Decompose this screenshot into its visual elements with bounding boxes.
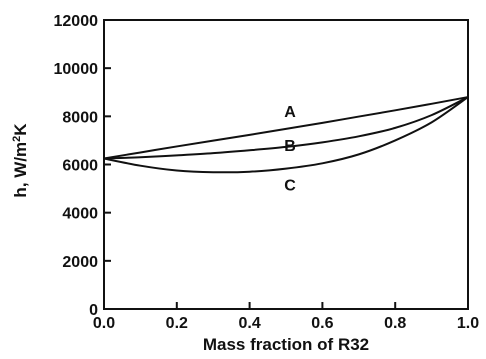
plot-frame xyxy=(103,19,469,310)
series-lines xyxy=(103,96,469,174)
y-axis-title-main: h, W/m xyxy=(11,142,30,198)
x-axis-title: Mass fraction of R32 xyxy=(203,335,369,354)
y-tick-label: 12000 xyxy=(54,13,99,30)
y-tick-label: 0 xyxy=(89,302,98,319)
x-tick-label: 1.0 xyxy=(457,315,479,332)
series-labels: AB C xyxy=(284,104,296,195)
y-axis-title-tail: K xyxy=(11,123,30,136)
x-tick-label: 0.6 xyxy=(311,315,333,332)
y-axis-title: h, W/m2K xyxy=(11,123,30,198)
x-tick-label: 0.2 xyxy=(166,315,188,332)
x-tick-label: 0.0 xyxy=(93,315,115,332)
y-tick-label: 4000 xyxy=(62,206,98,223)
y-tick-label: 8000 xyxy=(62,109,98,126)
series-line-a xyxy=(103,96,469,160)
series-label-b: B xyxy=(284,138,296,155)
series-label-c: C xyxy=(284,178,296,195)
x-tick-label: 0.8 xyxy=(384,315,406,332)
x-tick-label: 0.4 xyxy=(238,315,260,332)
y-tick-label: 2000 xyxy=(62,254,98,271)
y-tick-label: 10000 xyxy=(54,61,99,78)
series-line-b xyxy=(103,96,469,160)
series-label-a: A xyxy=(284,104,296,121)
series-line-c xyxy=(103,96,469,174)
y-tick-label: 6000 xyxy=(62,158,98,175)
y-axis-title-superscript: 2 xyxy=(11,136,23,142)
axis-ticks: 0.0 0.2 0.4 0.6 0.8 1.0 0 2000 4000 6000 8000 10000… xyxy=(54,13,480,332)
